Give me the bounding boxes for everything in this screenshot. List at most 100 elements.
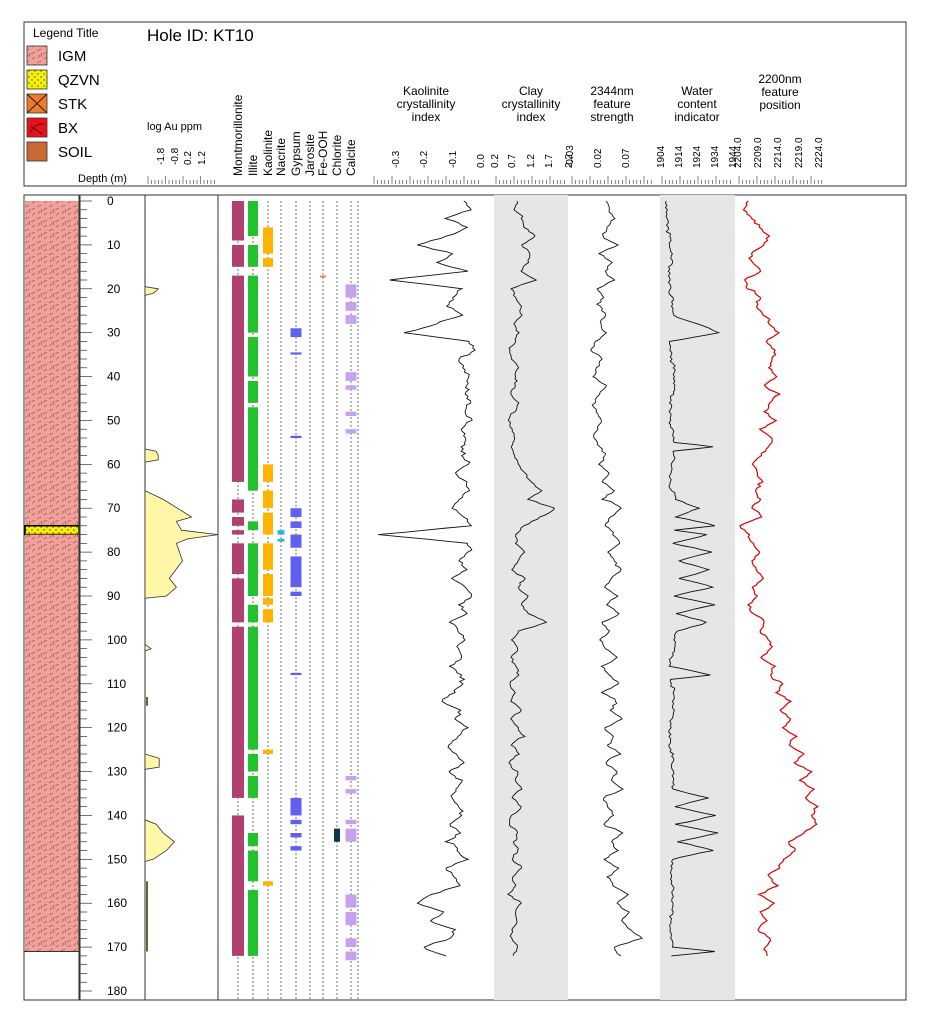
track-header-kaolinite_ci: crystallinity <box>397 97 456 111</box>
track-tick-label-clay_ci: 0.7 <box>507 154 518 168</box>
mineral-interval-calcite <box>345 938 357 948</box>
mineral-header-calcite: Calcite <box>344 139 358 176</box>
mineral-interval-illite <box>248 244 258 267</box>
depth-tick-label: 110 <box>107 677 126 691</box>
depth-tick-label: 0 <box>107 194 114 208</box>
header-frame <box>23 21 907 187</box>
log-au-header: log Au ppm <box>147 121 202 133</box>
legend-swatch-bx <box>26 117 48 138</box>
legend-swatch-soil <box>26 141 48 162</box>
track-tick-label-kaolinite_ci: -0.1 <box>448 150 459 168</box>
mineral-header-nacrite: Nacrite <box>274 138 288 176</box>
legend-label-stk: STK <box>58 96 87 113</box>
track-tick-label-f2200: 2209.0 <box>753 137 764 168</box>
mineral-interval-gypsum <box>290 508 302 517</box>
track-tick-label-clay_ci: 1.2 <box>526 154 537 168</box>
track-tick-label-kaolinite_ci: 0.0 <box>476 154 487 168</box>
mineral-interval-illite <box>248 890 258 956</box>
depth-tick-label: 130 <box>107 765 127 779</box>
mineral-interval-illite <box>248 201 258 237</box>
mineral-interval-fe-ooh <box>320 275 326 278</box>
mineral-interval-illite <box>248 604 258 623</box>
depth-tick-label: 150 <box>107 852 127 866</box>
depth-axis-label: Depth (m) <box>78 173 127 185</box>
mineral-interval-kaolinite <box>263 543 273 570</box>
mineral-interval-kaolinite <box>263 749 273 754</box>
track-header-f2344: 2344nm <box>590 84 633 98</box>
track-header-water: content <box>677 97 717 111</box>
mineral-interval-gypsum <box>290 352 302 355</box>
depth-tick-label: 30 <box>107 326 121 340</box>
lithology-interval-igm <box>25 534 79 952</box>
legend-label-igm: IGM <box>58 48 86 65</box>
mineral-interval-calcite <box>345 828 357 842</box>
mineral-interval-montmorillonite <box>232 578 244 623</box>
track-tick-label-f2344: -0.03 <box>565 145 576 168</box>
mineral-header-jarosite: Jarosite <box>303 134 317 176</box>
track-tick-label-f2344: 0.07 <box>621 148 632 168</box>
track-header-water: indicator <box>674 110 719 124</box>
mineral-interval-illite <box>248 521 258 531</box>
mineral-interval-kaolinite <box>263 609 273 623</box>
track-tick-label-water: 1944 <box>728 145 739 168</box>
depth-tick-label: 40 <box>107 370 121 384</box>
body-frame <box>23 194 907 1001</box>
mineral-interval-gypsum <box>290 846 302 851</box>
mineral-interval-montmorillonite <box>232 543 244 575</box>
mineral-header-illite: Illite <box>246 154 260 176</box>
track-tick-label-water: 1934 <box>710 145 721 168</box>
mineral-interval-illite <box>248 833 258 847</box>
track-header-f2200: feature <box>761 85 799 99</box>
depth-tick-label: 70 <box>107 501 121 515</box>
track-tick-label-kaolinite_ci: -0.3 <box>391 150 402 168</box>
log-au-tick-label: 1.2 <box>197 151 208 165</box>
track-header-kaolinite_ci: index <box>412 110 441 124</box>
mineral-interval-kaolinite <box>263 464 273 482</box>
mineral-interval-gypsum <box>290 435 302 438</box>
mineral-interval-kaolinite <box>263 598 273 605</box>
mineral-interval-nacrite <box>277 530 285 535</box>
mineral-header-kaolinite: Kaolinite <box>261 130 275 176</box>
depth-tick-label: 10 <box>107 238 121 252</box>
mineral-interval-gypsum <box>290 328 302 338</box>
series-line-2 <box>507 200 556 956</box>
lithology-interval-qzvn <box>24 525 80 536</box>
mineral-interval-calcite <box>345 894 357 908</box>
depth-tick-label: 170 <box>107 940 127 954</box>
stk-cross-mark <box>26 93 48 114</box>
series-line-1 <box>378 200 476 957</box>
mineral-interval-illite <box>248 380 258 403</box>
track-tick-label-water: 1924 <box>692 145 703 168</box>
track-header-kaolinite_ci: Kaolinite <box>403 84 449 98</box>
depth-tick-label: 90 <box>107 589 121 603</box>
track-tick-label-f2344: 0.02 <box>593 148 604 168</box>
mineral-interval-illite <box>248 754 258 772</box>
track-tick-label-clay_ci: 2.2 <box>564 154 575 168</box>
depth-tick-label: 100 <box>107 633 127 647</box>
mineral-interval-kaolinite <box>263 258 273 267</box>
depth-tick-label: 120 <box>107 721 127 735</box>
log-au-tick-label: -1.8 <box>156 147 167 165</box>
track-shading <box>660 195 735 1000</box>
track-header-clay_ci: Clay <box>519 84 543 98</box>
mineral-interval-montmorillonite <box>232 499 244 513</box>
mineral-interval-calcite <box>345 301 357 311</box>
track-header-f2344: strength <box>590 110 633 124</box>
mineral-interval-gypsum <box>290 819 302 825</box>
series-line-4 <box>664 200 721 957</box>
depth-tick-label: 80 <box>107 545 121 559</box>
legend-swatch-igm <box>26 45 48 66</box>
mineral-interval-kaolinite <box>263 512 273 535</box>
mineral-header-gypsum: Gypsum <box>289 131 303 176</box>
mineral-header-chlorite: Chlorite <box>330 134 344 176</box>
mineral-interval-gypsum <box>290 833 302 838</box>
track-tick-label-kaolinite_ci: -0.2 <box>419 150 430 168</box>
track-tick-label-clay_ci: 0.2 <box>490 154 501 168</box>
bx-arc-mark <box>29 123 45 135</box>
track-tick-label-f2200: 2219.0 <box>794 137 805 168</box>
legend-title: Legend Title <box>33 26 99 40</box>
mineral-interval-calcite <box>345 789 357 794</box>
mineral-interval-calcite <box>345 775 357 781</box>
mineral-interval-gypsum <box>290 521 302 528</box>
